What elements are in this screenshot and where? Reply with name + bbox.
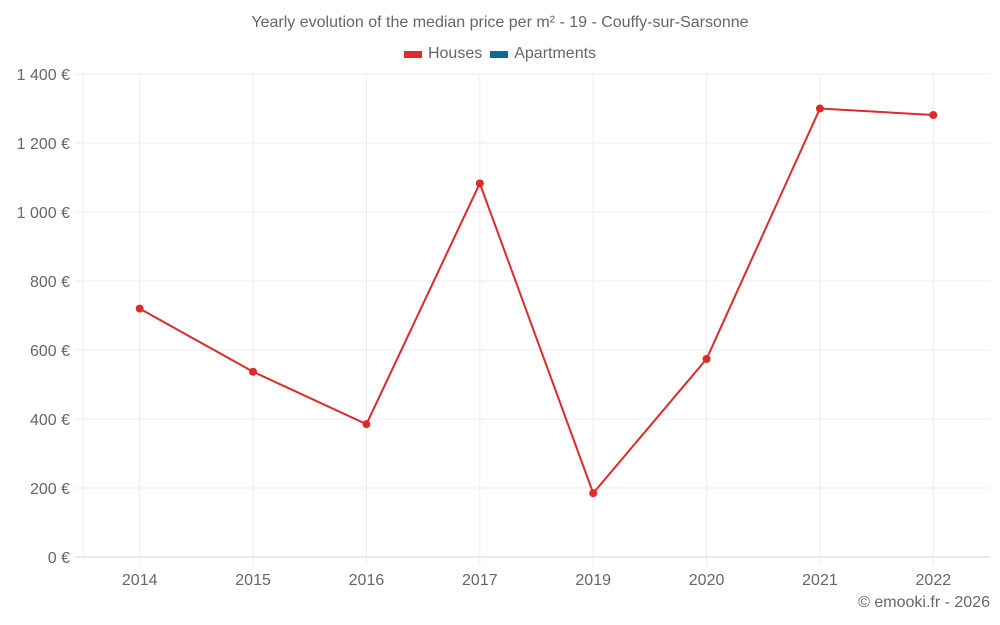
y-tick-label: 1 200 € — [17, 136, 70, 153]
x-tick-label: 2017 — [462, 572, 498, 589]
x-tick-label: 2015 — [235, 572, 271, 589]
houses-swatch-icon — [403, 50, 422, 58]
x-tick-label: 2016 — [349, 572, 385, 589]
data-point[interactable] — [929, 111, 938, 120]
x-axis: 2014 2015 2016 2017 2019 2020 2021 2022 — [122, 572, 951, 589]
x-tick-label: 2021 — [802, 572, 838, 589]
y-tick-label: 1 000 € — [17, 205, 70, 222]
y-tick-label: 1 400 € — [17, 67, 70, 84]
data-point[interactable] — [815, 104, 824, 113]
y-tick-label: 800 € — [30, 274, 70, 291]
y-tick-label: 0 € — [48, 550, 70, 567]
x-tick-label: 2014 — [122, 572, 158, 589]
data-point[interactable] — [249, 367, 258, 376]
data-point[interactable] — [589, 489, 598, 498]
legend-label-apartments: Apartments — [514, 45, 597, 62]
legend-label-houses: Houses — [427, 45, 483, 62]
houses-line — [139, 107, 934, 496]
y-tick-label: 400 € — [30, 412, 70, 429]
y-tick-label: 600 € — [30, 343, 70, 360]
series-houses — [135, 104, 938, 498]
x-tick-label: 2020 — [689, 572, 725, 589]
grid-lines — [75, 73, 990, 565]
data-point[interactable] — [475, 179, 484, 188]
data-point[interactable] — [702, 354, 711, 363]
credit-text: © emooki.fr - 2026 — [858, 594, 990, 611]
legend: Houses Apartments — [0, 45, 1000, 63]
x-tick-label: 2019 — [575, 572, 611, 589]
legend-item-houses[interactable]: Houses — [403, 45, 483, 63]
apartments-swatch-icon — [490, 50, 509, 58]
data-point[interactable] — [362, 420, 371, 429]
data-point[interactable] — [135, 304, 144, 313]
chart-title: Yearly evolution of the median price per… — [251, 14, 749, 31]
y-axis: 0 € 200 € 400 € 600 € 800 € 1 000 € 1 200 € 1 4… — [17, 67, 70, 567]
y-tick-label: 200 € — [30, 481, 70, 498]
legend-item-apartments[interactable]: Apartments — [490, 45, 596, 63]
x-tick-label: 2022 — [916, 572, 952, 589]
